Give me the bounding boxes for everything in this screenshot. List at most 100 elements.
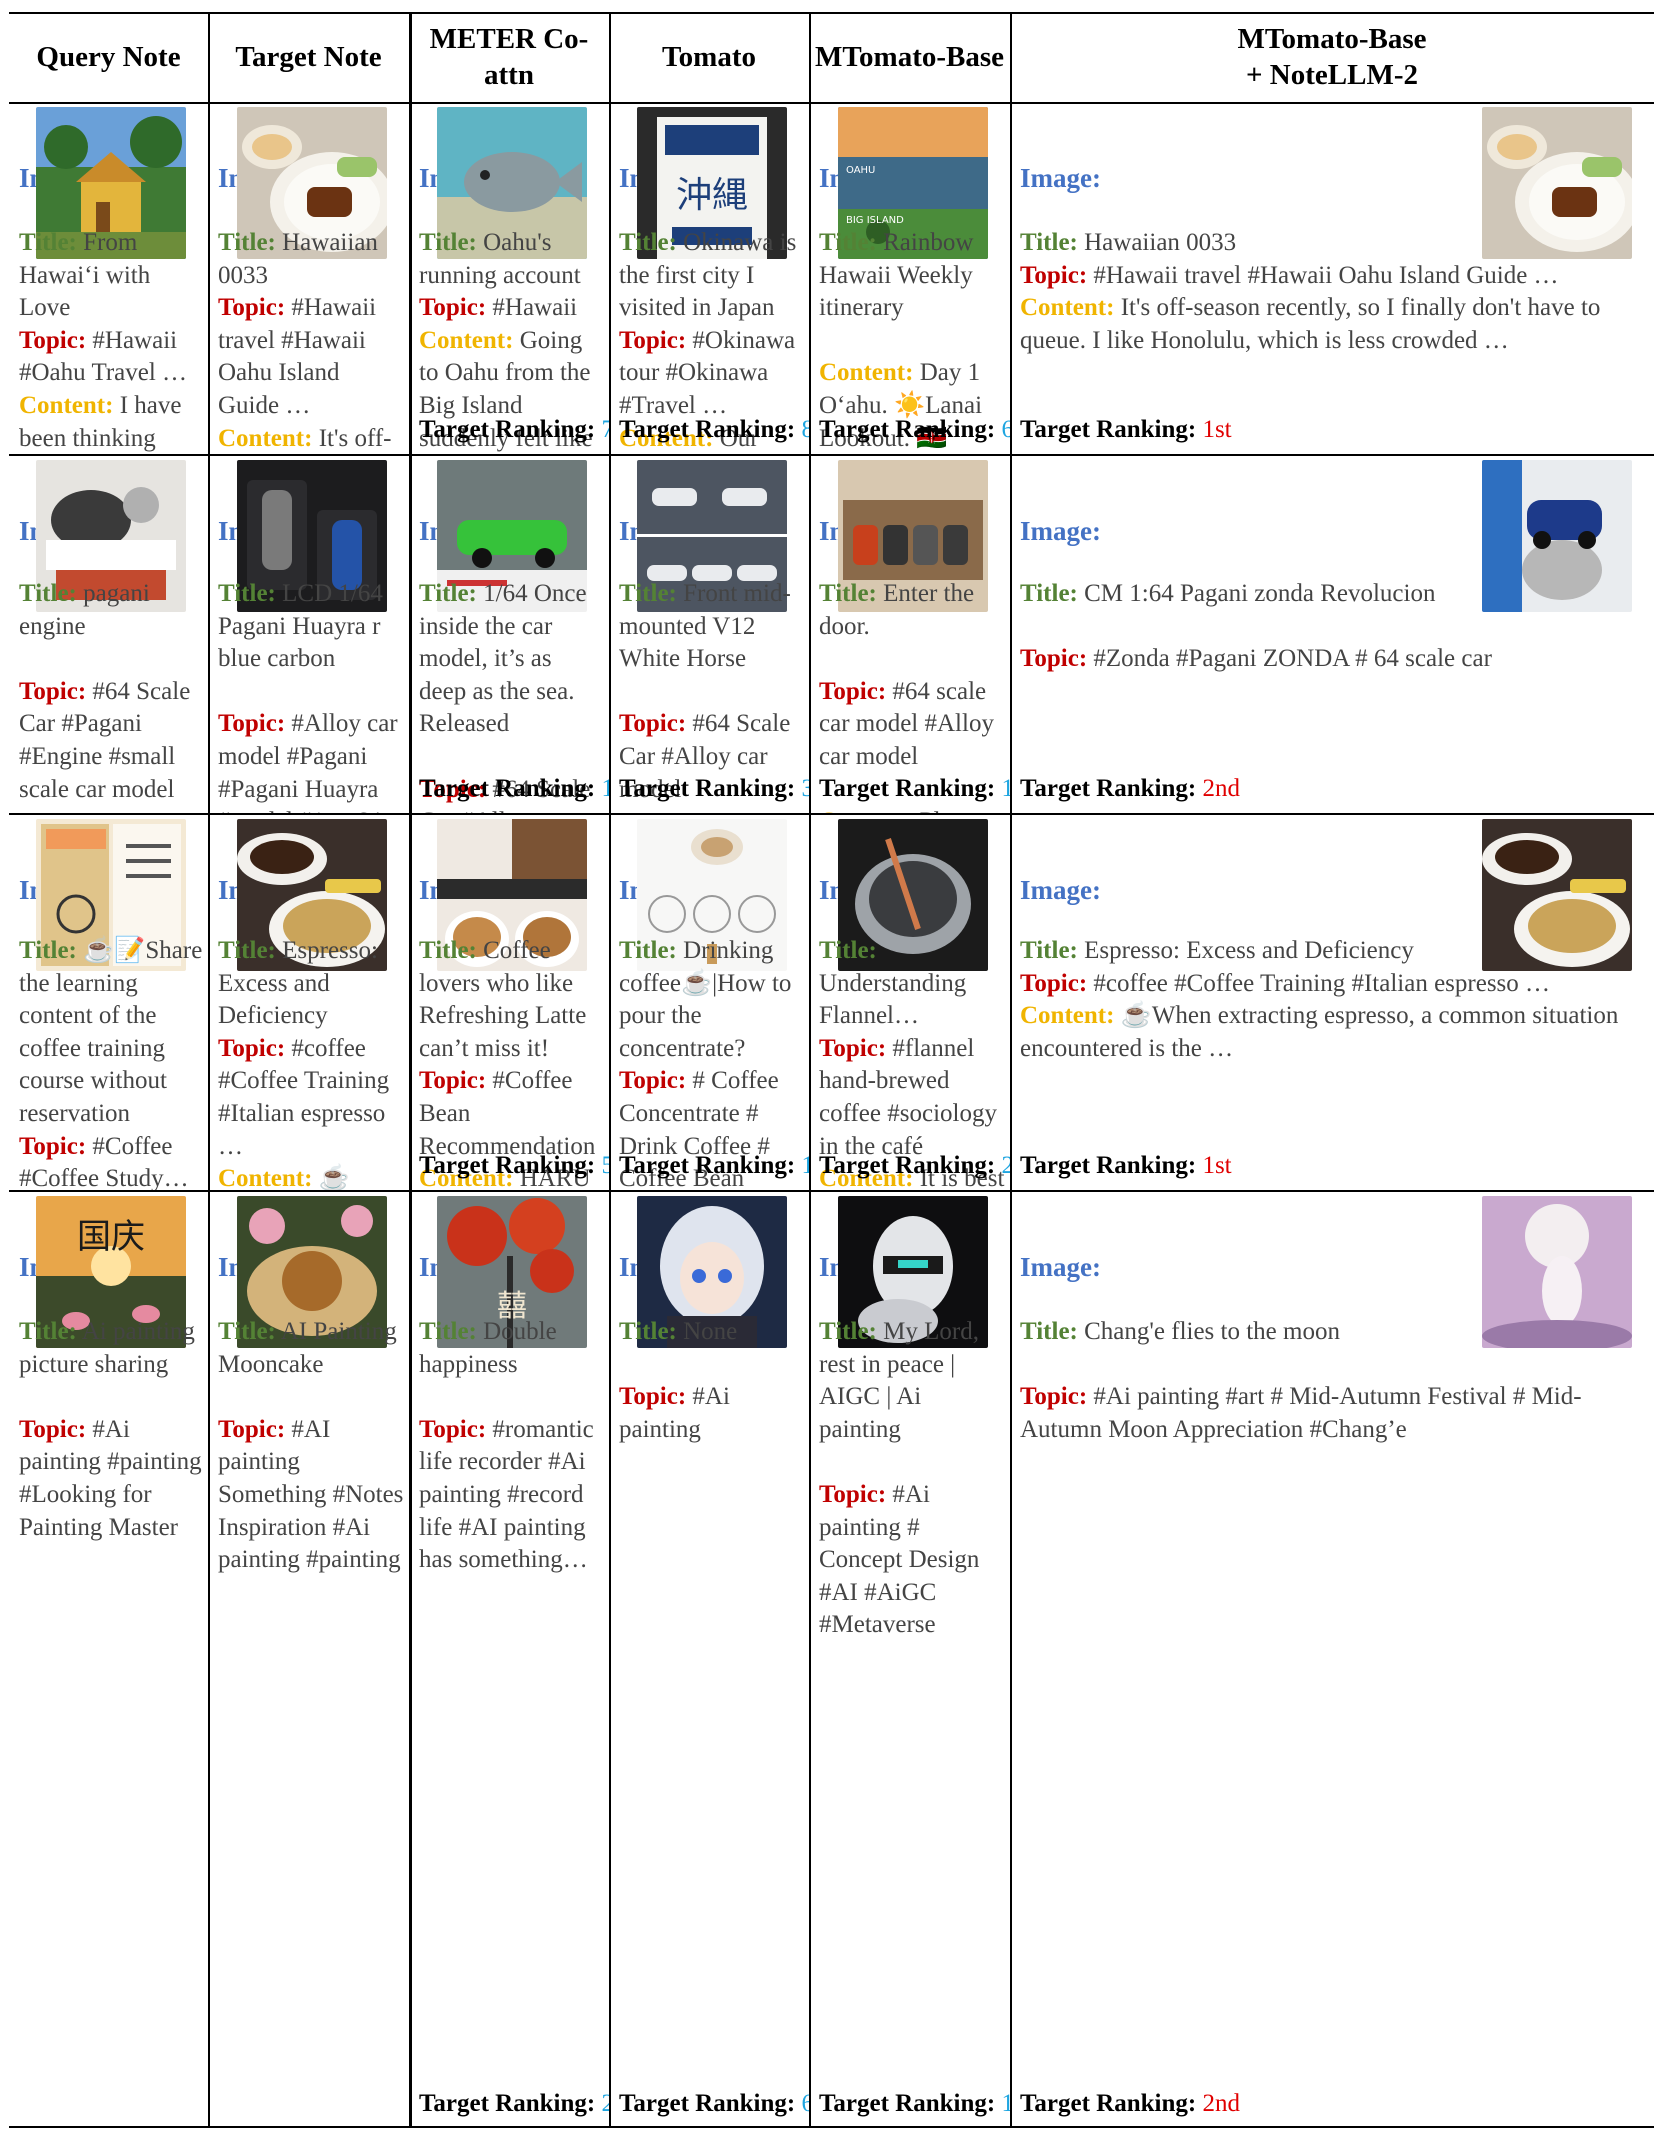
title-value: Ai painting picture sharing [19,1318,195,1378]
note-cell: Image:Title: LCD 1/64 Pagani Huayra r bl… [208,456,409,813]
ranking-label: Target Ranking: [1020,775,1197,802]
note-title: Title: pagani engine [19,578,204,643]
ranking-label: Target Ranking: [419,775,596,802]
note-text: Title: None Topic: #Ai painting [619,1316,805,1446]
note-title: Title: Rainbow Hawaii Weekly itinerary [819,227,1006,325]
note-title: Title: Front mid-mounted V12 White Horse [619,578,805,676]
note-text: Title: From Hawai‘i with Love Topic: #Haw… [19,227,204,454]
topic-label: Topic: [819,1034,887,1062]
note-title: Title: Espresso: Excess and Deficiency [218,935,405,1033]
ranking-value: 10th [1001,2090,1010,2117]
title-value: Hawaiian 0033 [218,229,378,289]
note-cell: Image:Title: AI Painting Mooncake Topic: … [208,1192,409,2128]
title-label: Title: [619,580,677,607]
title-value: Front mid-mounted V12 White Horse [619,580,791,673]
ranking-value: 16th [1001,775,1010,802]
topic-label: Topic: [218,1034,286,1062]
content-value: HARU means “spring” and the bean lives u… [519,1165,591,1190]
target-ranking: Target Ranking: 20th [419,2088,609,2120]
ranking-value: 1st [1202,416,1232,443]
note-cell: Image:Title: pagani engine Topic: #64 Sca… [9,456,208,813]
note-text: Title: 1/64 Once inside the car model, i… [419,578,605,813]
note-text: Title: pagani engine Topic: #64 Scale Car… [19,578,204,813]
espresso-cups-icon [237,819,387,971]
mooncake-icon [237,1196,387,1348]
title-label: Title: [419,229,477,256]
topic-label: Topic: [1020,1383,1088,1411]
topic-value: #Hawaii travel #Hawaii Oahu Island Guide… [1093,261,1559,289]
content-value: ☕When extracting espresso, a common situ… [1020,1002,1619,1062]
moon-fairy-icon [1482,1196,1632,1348]
table-rule [9,1190,1654,1192]
note-topic: Topic: #64 scale car model #Alloy car mo… [819,676,1006,774]
spacer [19,643,204,676]
note-title: Title: Oahu's running account [419,227,605,292]
note-cell: Image:Title: Front mid-mounted V12 White… [609,456,809,813]
note-content: Content: HARU means “spring” and the bea… [419,1163,605,1190]
image-row: Image: [19,107,200,263]
topic-label: Topic: [1020,261,1088,289]
note-cell: Image:Title: ☕📝Share the learning conten… [9,815,208,1190]
note-content: Content: I have been thinking about Hawa… [19,390,204,454]
ranking-label: Target Ranking: [1020,2090,1197,2117]
title-value: My Lord, rest in peace | AIGC | Ai paint… [819,1318,979,1443]
column-divider [1010,12,1012,2128]
image-row: Image: [218,1196,401,1352]
ranking-label: Target Ranking: [419,1152,596,1179]
note-title: Title: Double happiness [419,1316,605,1381]
spacer [819,325,1006,358]
image-row: Image: [1020,1196,1646,1352]
content-value: It's off-season recently, so I finally d… [1020,294,1601,354]
note-title: Title: Drinking coffee☕|How to pour the … [619,935,805,1065]
content-label: Content: [819,1165,914,1190]
target-ranking: Target Ranking: 10th [819,2088,1010,2120]
target-ranking: Target Ranking: 1st [1020,414,1650,446]
content-label: Content: [419,1165,514,1190]
content-value: Day 1 O‘ahu. ☀️Lanai Lookout. 🇰🇪Makapu‘u… [819,359,983,452]
ranking-value: 21st [1001,1152,1010,1179]
note-cell: Image:Title: None Topic: #Ai painting Targ… [609,1192,809,2128]
topic-label: Topic: [619,710,687,738]
note-content: Content: ☕When extracting espresso, a co… [218,1163,405,1190]
spacer [19,1381,204,1414]
target-ranking: Target Ranking: 7th [419,414,609,446]
title-value: None [683,1318,738,1345]
topic-label: Topic: [1020,645,1088,673]
topic-value: #Hawaii [492,294,578,322]
target-ranking: Target Ranking: 64th [819,414,1010,446]
title-label: Title: [19,229,77,256]
note-content: Content: Going to Oahu from the Big Isla… [419,325,605,454]
content-label: Content: [1020,294,1115,322]
ranking-label: Target Ranking: [619,1152,796,1179]
note-title: Title: Hawaiian 0033 [218,227,405,292]
note-content: Content: ☕When extracting espresso, a co… [1020,1000,1650,1065]
note-cell: Image: Title: Espresso: Excess and Defici… [1010,815,1654,1190]
topic-value: #Ai painting #painting #Looking for Pain… [19,1415,202,1541]
note-text: Title: Drinking coffee☕|How to pour the … [619,935,805,1190]
title-label: Title: [218,580,276,607]
note-text: Title: Enter the door. Topic: #64 scale c… [819,578,1006,813]
plate-food-icon [237,107,387,259]
column-header: MTomato-Base [814,41,1005,73]
ranking-label: Target Ranking: [419,2090,596,2117]
title-label: Title: [19,580,77,607]
note-text: Title: Coffee lovers who like Refreshing… [419,935,605,1190]
title-value: Chang'e flies to the moon [1084,1318,1340,1345]
title-value: Espresso: Excess and Deficiency [218,937,378,1030]
note-topic: Topic: #64 Scale Car #Alloy car model #C… [419,774,605,813]
title-label: Title: [819,937,877,964]
topic-value: #romantic life recorder #Ai painting #re… [419,1415,594,1574]
note-text: Title: Rainbow Hawaii Weekly itinerary Co… [819,227,1006,454]
note-topic: Topic: #Ai painting # Concept Design #AI… [819,1479,1006,1642]
ranking-label: Target Ranking: [819,2090,996,2117]
content-value: Please give me some advice. [819,808,984,813]
target-ranking: Target Ranking: 21st [819,1150,1010,1182]
topic-value: #64 Scale Car #Pagani #Engine #small sca… [19,677,191,803]
blue-car-hand-icon [1482,460,1632,612]
note-topic: Topic: #flannel hand-brewed coffee #soci… [819,1033,1006,1163]
ranking-value: 16th [801,1152,809,1179]
note-cell: Image:Title: Drinking coffee☕|How to pou… [609,815,809,1190]
note-cell: Image:Title: Oahu's running accountTopic… [409,104,609,454]
